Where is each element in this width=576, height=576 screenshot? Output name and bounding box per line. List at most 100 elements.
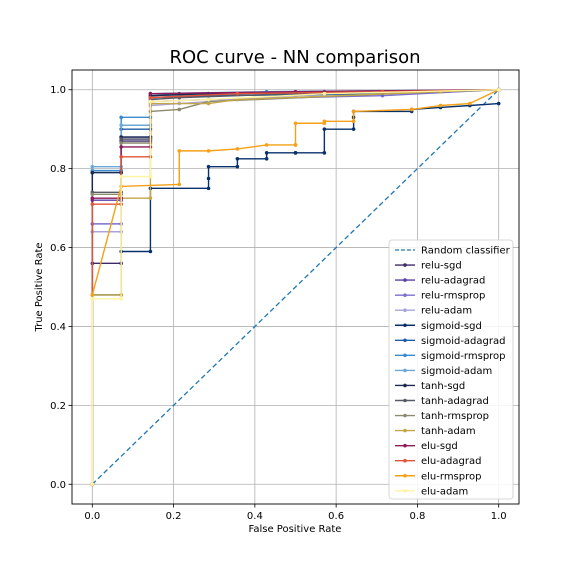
legend-item: relu-adam	[395, 306, 472, 317]
data-point	[119, 145, 123, 149]
legend-label: relu-sgd	[421, 261, 462, 272]
data-point	[148, 99, 153, 104]
y-tick-label: 0.4	[50, 322, 66, 333]
legend: Random classifier relu-sgd relu-adagrad rel…	[388, 239, 514, 500]
data-point	[235, 147, 240, 151]
legend-item: tanh-adam	[395, 426, 476, 437]
legend-label: sigmoid-adam	[421, 366, 492, 377]
legend-item: Random classifier	[395, 246, 511, 257]
data-point	[293, 151, 298, 155]
legend-marker	[403, 443, 407, 448]
data-point	[496, 87, 501, 92]
data-point	[322, 127, 327, 131]
y-tick-label: 1.0	[50, 85, 66, 96]
legend-marker	[403, 278, 407, 282]
legend-label: sigmoid-rmsprop	[421, 351, 506, 362]
x-tick-label: 0.0	[84, 511, 100, 522]
legend-item: tanh-adagrad	[395, 396, 489, 407]
data-point	[90, 170, 95, 175]
data-point	[438, 103, 443, 108]
x-tick-label: 1.0	[491, 511, 507, 522]
legend-box	[388, 239, 514, 500]
data-point	[148, 249, 153, 254]
data-point	[90, 293, 95, 297]
data-point	[177, 182, 182, 187]
data-point	[119, 174, 123, 179]
series-elu-rmsprop	[90, 87, 501, 487]
legend-marker	[403, 368, 407, 373]
chart-title: ROC curve - NN comparison	[169, 47, 420, 68]
data-point	[119, 123, 123, 128]
data-point	[293, 143, 298, 147]
legend-label: elu-adam	[421, 486, 468, 497]
legend-marker	[403, 263, 407, 267]
data-point	[293, 121, 298, 126]
legend-marker	[403, 398, 407, 403]
data-point	[264, 151, 269, 155]
legend-label: relu-adagrad	[421, 276, 485, 287]
legend-label: elu-adagrad	[421, 456, 481, 467]
data-point	[351, 127, 356, 131]
legend-marker	[403, 353, 407, 358]
data-point	[148, 95, 153, 100]
x-tick-label: 0.8	[409, 511, 425, 522]
data-point	[119, 137, 123, 141]
legend-item: relu-rmsprop	[395, 291, 485, 302]
data-point	[206, 101, 211, 106]
series-line	[91, 89, 499, 485]
legend-label: tanh-adam	[421, 426, 476, 437]
x-tick-label: 0.2	[166, 511, 182, 522]
data-point	[119, 155, 123, 159]
data-point	[322, 151, 327, 155]
legend-marker	[403, 428, 407, 433]
data-point	[351, 119, 356, 124]
series-line	[91, 89, 499, 485]
data-point	[90, 196, 95, 201]
legend-marker	[403, 383, 407, 388]
y-axis-label: True Positive Rate	[34, 242, 45, 332]
legend-label: elu-sgd	[421, 441, 458, 452]
legend-item: relu-sgd	[395, 261, 462, 272]
legend-label: relu-adam	[421, 306, 472, 317]
data-point	[177, 107, 182, 112]
legend-marker	[403, 473, 407, 478]
y-tick-label: 0.6	[50, 243, 66, 254]
data-point	[148, 174, 153, 179]
data-point	[206, 149, 211, 153]
legend-item: sigmoid-adagrad	[395, 336, 505, 347]
data-point	[235, 164, 240, 169]
data-point	[119, 141, 123, 145]
data-point	[351, 109, 356, 114]
data-point	[206, 164, 211, 169]
data-point	[206, 97, 211, 102]
plot-frame	[71, 69, 520, 505]
legend-item: tanh-sgd	[395, 381, 465, 392]
data-point	[90, 297, 95, 301]
x-tick-label: 0.6	[328, 511, 344, 522]
random-classifier-line	[91, 89, 500, 485]
series-elu-adam	[90, 87, 501, 487]
x-axis-label: False Positive Rate	[249, 524, 342, 535]
data-point	[177, 149, 182, 153]
y-tick-label: 0.2	[50, 401, 66, 412]
legend-item: sigmoid-adam	[395, 366, 492, 377]
x-tick-label: 0.4	[247, 511, 263, 522]
legend-label: Random classifier	[421, 246, 511, 257]
data-point	[264, 156, 269, 161]
legend-item: elu-adagrad	[395, 456, 481, 467]
legend-item: relu-adagrad	[395, 276, 485, 287]
legend-label: tanh-adagrad	[421, 396, 489, 407]
data-point	[235, 91, 240, 96]
legend-marker	[403, 323, 407, 328]
data-point	[206, 176, 211, 181]
legend-item: elu-adam	[395, 486, 468, 497]
legend-marker	[403, 458, 407, 463]
data-point	[322, 119, 327, 124]
legend-marker	[403, 413, 407, 418]
data-point	[148, 91, 153, 96]
legend-item: sigmoid-sgd	[395, 321, 482, 332]
data-point	[496, 101, 501, 106]
legend-label: tanh-rmsprop	[421, 411, 489, 422]
legend-label: elu-rmsprop	[421, 471, 481, 482]
